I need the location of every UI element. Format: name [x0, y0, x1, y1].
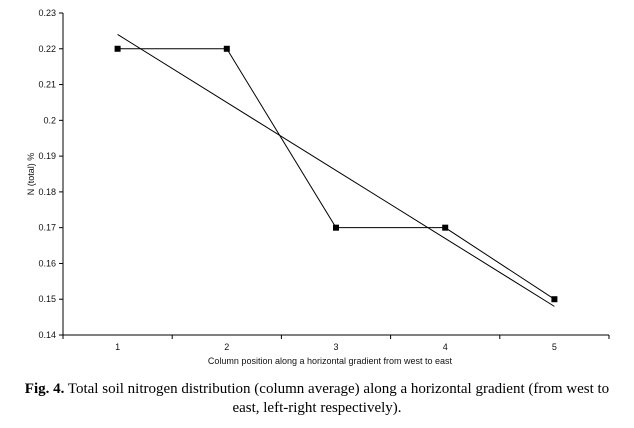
y-tick-label: 0.14 [38, 330, 56, 340]
y-axis: 0.14 0.15 0.16 0.17 0.18 0.19 0.2 0.21 0.22 0.23 [38, 8, 63, 340]
data-point-marker [333, 224, 339, 231]
y-tick-label: 0.16 [38, 258, 56, 268]
data-series-line [117, 48, 555, 300]
y-tick-label: 0.23 [38, 8, 56, 18]
figure-caption: Fig. 4. Total soil nitrogen distribution… [10, 380, 624, 418]
y-tick-label: 0.18 [38, 187, 56, 197]
series-group [114, 34, 558, 307]
plot-area [62, 13, 609, 336]
x-axis-label: Column position along a horizontal gradi… [208, 356, 453, 366]
data-point-marker [223, 45, 230, 52]
y-tick-label: 0.21 [38, 80, 56, 90]
x-tick-label: 5 [552, 342, 557, 352]
chart: 0.140.150.160.170.180.190.20.210.220.23 … [26, 8, 610, 366]
figure-caption-text: Total soil nitrogen distribution (column… [64, 381, 610, 416]
x-tick-label: 2 [224, 342, 229, 352]
data-point-marker [114, 45, 121, 52]
figure-caption-label: Fig. 4. [24, 381, 65, 397]
y-tick-label: 0.17 [38, 223, 56, 233]
y-tick-label: 0.15 [38, 294, 56, 304]
data-point-marker [442, 224, 449, 231]
trend-line [117, 34, 555, 307]
x-axis: 1 2 3 4 5 [62, 335, 610, 352]
x-tick-label: 4 [443, 342, 448, 352]
x-tick-label: 3 [333, 342, 338, 352]
data-point-marker [551, 296, 558, 303]
y-tick-label: 0.22 [38, 44, 56, 54]
x-tick-label: 1 [115, 342, 120, 352]
y-axis-label: N (total) % [26, 153, 36, 196]
y-tick-label: 0.2 [43, 115, 56, 125]
y-tick-label: 0.19 [38, 151, 56, 161]
